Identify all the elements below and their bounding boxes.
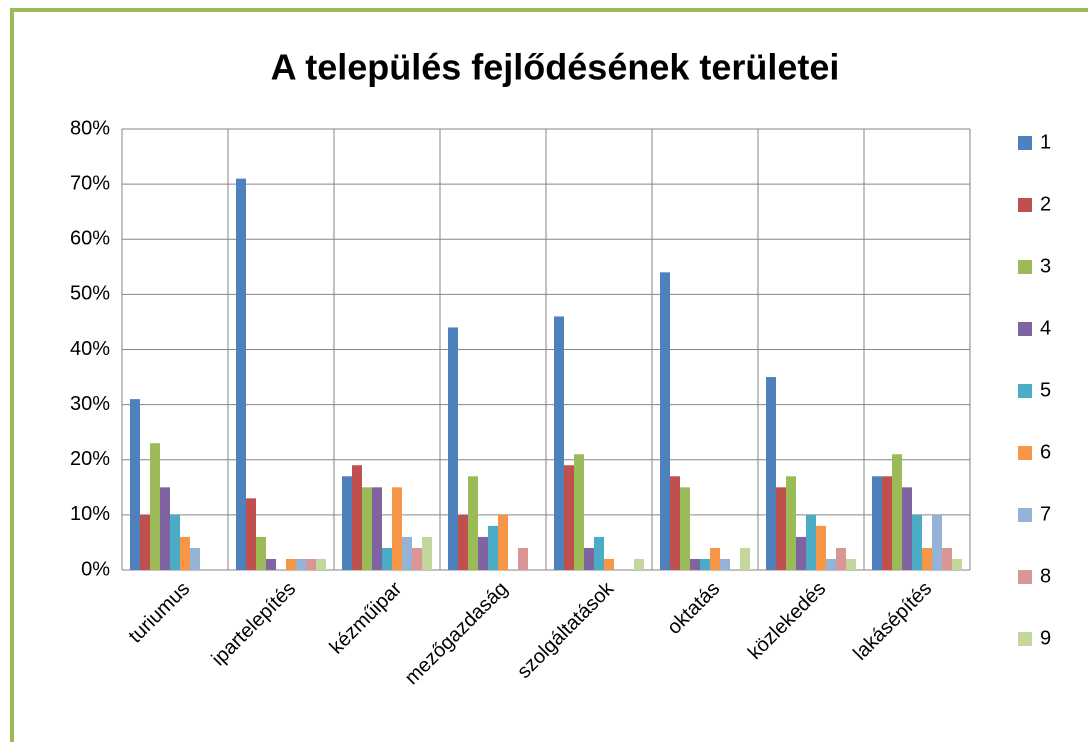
- legend-label: 8: [1040, 565, 1051, 587]
- y-tick-label: 30%: [70, 393, 110, 415]
- bar: [246, 498, 256, 570]
- bar: [468, 476, 478, 570]
- bar: [700, 558, 710, 570]
- bar: [594, 536, 604, 570]
- y-tick-label: 80%: [70, 117, 110, 139]
- bar: [922, 547, 932, 570]
- legend-label: 1: [1040, 131, 1051, 153]
- bar: [190, 547, 200, 570]
- bar: [952, 558, 962, 570]
- y-tick-label: 70%: [70, 172, 110, 194]
- bar: [786, 476, 796, 570]
- bar: [306, 558, 316, 570]
- bar: [564, 465, 574, 570]
- bar: [458, 514, 468, 570]
- y-tick-label: 60%: [70, 228, 110, 250]
- legend-swatch: [1018, 260, 1032, 274]
- bar: [604, 558, 614, 570]
- bar: [872, 476, 882, 570]
- bar: [710, 547, 720, 570]
- chart-title: A település fejlődésének területei: [271, 47, 840, 88]
- bar: [766, 377, 776, 570]
- bar: [518, 547, 528, 570]
- y-tick-label: 10%: [70, 503, 110, 525]
- bar: [776, 487, 786, 570]
- legend-label: 5: [1040, 379, 1051, 401]
- legend-swatch: [1018, 136, 1032, 150]
- bar: [498, 514, 508, 570]
- bar: [634, 558, 644, 570]
- bar: [296, 558, 306, 570]
- bar: [670, 476, 680, 570]
- legend-swatch: [1018, 508, 1032, 522]
- bar: [402, 536, 412, 570]
- legend-label: 9: [1040, 627, 1051, 649]
- legend-swatch: [1018, 446, 1032, 460]
- bar: [236, 178, 246, 571]
- bar: [266, 558, 276, 570]
- legend-swatch: [1018, 384, 1032, 398]
- bar: [942, 547, 952, 570]
- bar: [130, 399, 140, 570]
- bar: [488, 525, 498, 570]
- bar: [932, 514, 942, 570]
- legend-swatch: [1018, 322, 1032, 336]
- bar: [796, 536, 806, 570]
- bar: [352, 465, 362, 570]
- bar: [846, 558, 856, 570]
- bar: [690, 558, 700, 570]
- legend-label: 4: [1040, 317, 1051, 339]
- bar: [256, 536, 266, 570]
- bar: [478, 536, 488, 570]
- bar: [448, 327, 458, 570]
- legend-label: 6: [1040, 441, 1051, 463]
- bar: [574, 454, 584, 570]
- bar: [816, 525, 826, 570]
- y-tick-label: 0%: [81, 558, 110, 580]
- bar: [892, 454, 902, 570]
- bar: [826, 558, 836, 570]
- bar: [912, 514, 922, 570]
- frame: [10, 8, 1088, 742]
- y-tick-label: 50%: [70, 283, 110, 305]
- bar: [882, 476, 892, 570]
- bar: [392, 487, 402, 570]
- legend-label: 3: [1040, 255, 1051, 277]
- bar: [720, 558, 730, 570]
- bar: [382, 547, 392, 570]
- legend-swatch: [1018, 570, 1032, 584]
- legend-label: 7: [1040, 503, 1051, 525]
- bar: [806, 514, 816, 570]
- bar: [554, 316, 564, 570]
- bar: [836, 547, 846, 570]
- bar: [342, 476, 352, 570]
- bar: [286, 558, 296, 570]
- bar: [660, 272, 670, 570]
- y-tick-label: 40%: [70, 338, 110, 360]
- bar: [584, 547, 594, 570]
- legend-label: 2: [1040, 193, 1051, 215]
- bar: [740, 547, 750, 570]
- legend-swatch: [1018, 198, 1032, 212]
- bar: [316, 558, 326, 570]
- bar: [170, 514, 180, 570]
- bar: [372, 487, 382, 570]
- legend-swatch: [1018, 632, 1032, 646]
- bar: [180, 536, 190, 570]
- bar: [412, 547, 422, 570]
- bar: [362, 487, 372, 570]
- bar: [422, 536, 432, 570]
- bar: [680, 487, 690, 570]
- bar: [902, 487, 912, 570]
- y-tick-label: 20%: [70, 448, 110, 470]
- bar: [160, 487, 170, 570]
- bar: [140, 514, 150, 570]
- bar: [150, 443, 160, 570]
